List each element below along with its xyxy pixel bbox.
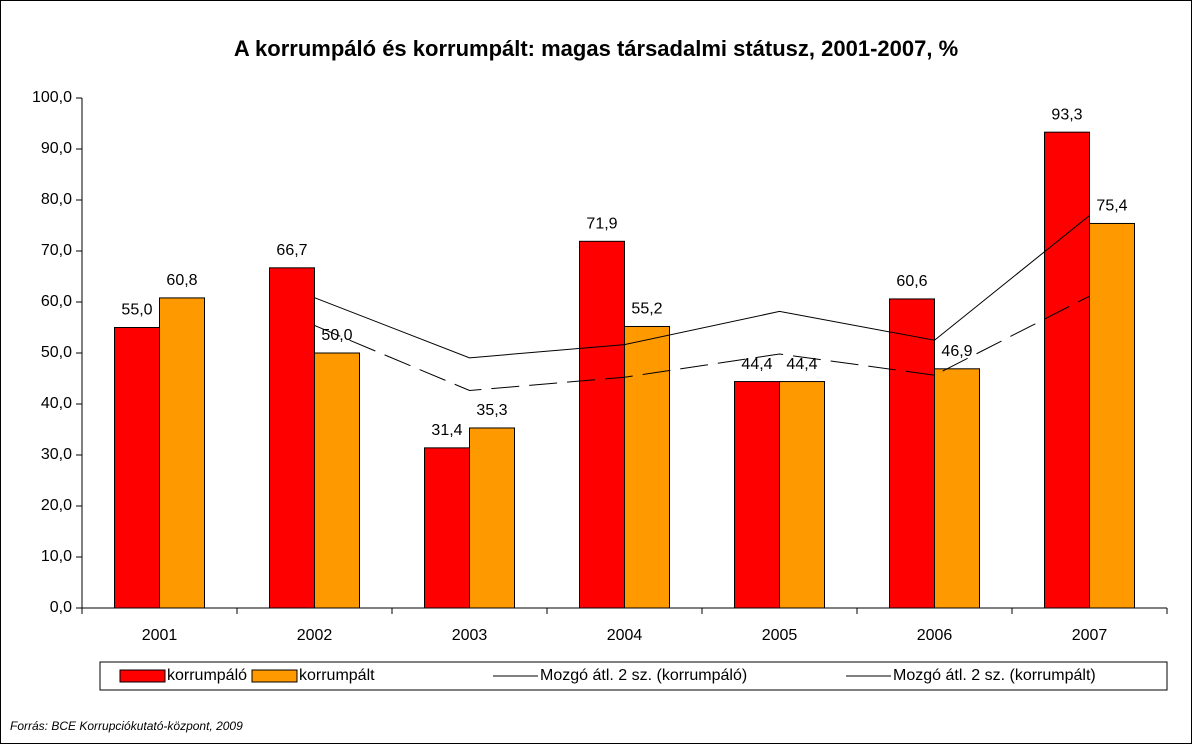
data-label: 71,9 bbox=[586, 216, 617, 233]
data-label: 60,8 bbox=[166, 272, 197, 289]
x-tick-label: 2006 bbox=[917, 627, 953, 644]
data-label: 55,2 bbox=[631, 301, 662, 318]
legend-swatch bbox=[251, 669, 298, 683]
x-tick-label: 2003 bbox=[452, 627, 488, 644]
legend-label: Mozgó átl. 2 sz. (korrumpáló) bbox=[540, 667, 747, 684]
y-tick-label: 100,0 bbox=[32, 89, 72, 106]
x-tick-label: 2005 bbox=[762, 627, 798, 644]
data-label: 46,9 bbox=[941, 343, 972, 360]
y-tick-label: 0,0 bbox=[50, 599, 72, 616]
data-label: 44,4 bbox=[741, 356, 772, 373]
data-label: 66,7 bbox=[276, 242, 307, 259]
bar bbox=[114, 327, 160, 609]
bar bbox=[314, 352, 360, 609]
bar bbox=[469, 427, 515, 609]
y-tick-label: 30,0 bbox=[41, 446, 72, 463]
y-tick-label: 90,0 bbox=[41, 140, 72, 157]
y-tick-label: 70,0 bbox=[41, 242, 72, 259]
bar bbox=[1044, 131, 1090, 609]
data-label: 55,0 bbox=[121, 302, 152, 319]
moving-average-line bbox=[314, 215, 1090, 359]
bar bbox=[269, 267, 315, 609]
data-label: 93,3 bbox=[1051, 106, 1082, 123]
bar bbox=[889, 298, 935, 609]
source-note: Forrás: BCE Korrupciókutató-központ, 200… bbox=[10, 719, 243, 733]
y-tick-label: 20,0 bbox=[41, 497, 72, 514]
legend-swatch bbox=[119, 669, 166, 683]
bar bbox=[934, 368, 980, 609]
x-tick-label: 2002 bbox=[297, 627, 333, 644]
bar bbox=[159, 297, 205, 609]
y-tick-label: 80,0 bbox=[41, 191, 72, 208]
data-label: 50,0 bbox=[321, 327, 352, 344]
data-label: 31,4 bbox=[431, 422, 462, 439]
x-tick-label: 2007 bbox=[1072, 627, 1108, 644]
bar bbox=[1089, 222, 1135, 609]
data-label: 75,4 bbox=[1096, 198, 1127, 215]
legend-label: korrumpáló bbox=[167, 667, 247, 684]
y-tick-label: 40,0 bbox=[41, 395, 72, 412]
bar bbox=[424, 447, 470, 609]
legend-label: Mozgó átl. 2 sz. (korrumpált) bbox=[893, 667, 1096, 684]
moving-average-line bbox=[314, 295, 1090, 391]
y-tick-label: 60,0 bbox=[41, 293, 72, 310]
data-label: 44,4 bbox=[786, 356, 817, 373]
data-label: 60,6 bbox=[896, 273, 927, 290]
x-tick-label: 2001 bbox=[142, 627, 178, 644]
chart-title: A korrumpáló és korrumpált: magas társad… bbox=[234, 36, 958, 61]
bar bbox=[734, 381, 780, 609]
bar bbox=[624, 325, 670, 609]
bar bbox=[779, 381, 825, 609]
bar bbox=[579, 240, 625, 609]
x-tick-label: 2004 bbox=[607, 627, 643, 644]
data-label: 35,3 bbox=[476, 402, 507, 419]
y-tick-label: 50,0 bbox=[41, 344, 72, 361]
y-tick-label: 10,0 bbox=[41, 548, 72, 565]
legend-label: korrumpált bbox=[299, 667, 375, 684]
